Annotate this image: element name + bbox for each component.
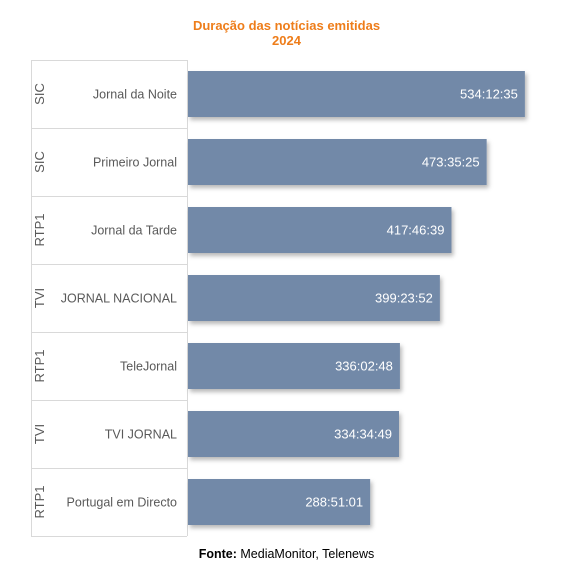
- category-grid: [31, 60, 188, 537]
- data-label: 417:46:39: [387, 223, 445, 238]
- bars-group: [188, 71, 525, 525]
- channel-label: SIC: [32, 151, 47, 173]
- program-label: TeleJornal: [120, 360, 177, 374]
- bar: [188, 139, 487, 185]
- bar: [188, 411, 399, 457]
- program-label: JORNAL NACIONAL: [61, 292, 177, 306]
- program-label: Jornal da Tarde: [91, 224, 177, 238]
- channel-label: TVI: [32, 424, 47, 444]
- bar: [188, 275, 440, 321]
- chart-title: Duração das notícias emitidas: [192, 18, 381, 33]
- data-label: 336:02:48: [335, 359, 393, 374]
- data-label: 534:12:35: [460, 87, 518, 102]
- channel-label: SIC: [32, 83, 47, 105]
- program-label: Jornal da Noite: [93, 88, 177, 102]
- labels-group: 534:12:35 Jornal da Noite SIC 473:35:25 Prim…: [32, 83, 518, 518]
- source-label: Fonte:: [198, 547, 237, 561]
- program-label: TVI JORNAL: [105, 428, 177, 442]
- chart-subtitle: 2024: [272, 33, 301, 48]
- bar: [188, 207, 452, 253]
- channel-label: RTP1: [32, 350, 47, 383]
- data-label: 399:23:52: [375, 291, 433, 306]
- source-note: Fonte: MediaMonitor, Telenews: [0, 547, 573, 561]
- program-label: Primeiro Jornal: [93, 156, 177, 170]
- channel-label: TVI: [32, 288, 47, 308]
- channel-label: RTP1: [32, 486, 47, 519]
- bar: [188, 343, 400, 389]
- bar: [188, 479, 371, 525]
- data-label: 288:51:01: [305, 495, 363, 510]
- data-label: 473:35:25: [422, 155, 480, 170]
- source-text: MediaMonitor, Telenews: [240, 547, 375, 561]
- bar: [188, 71, 525, 117]
- program-label: Portugal em Directo: [67, 496, 178, 510]
- channel-label: RTP1: [32, 214, 47, 247]
- data-label: 334:34:49: [334, 427, 392, 442]
